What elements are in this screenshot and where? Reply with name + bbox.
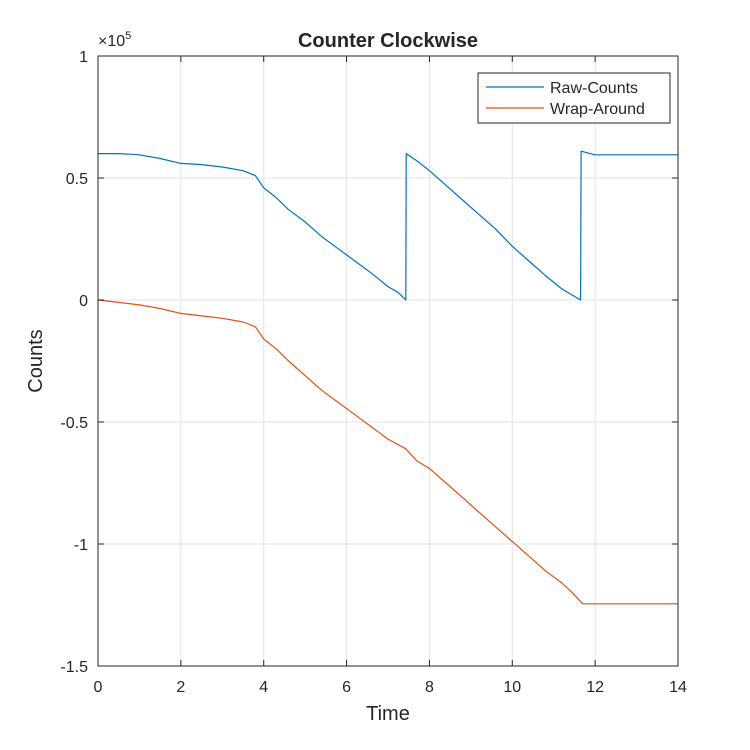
y-tick-label: 1 bbox=[79, 49, 88, 66]
series-line-wrap-around bbox=[97, 299, 678, 605]
y-tick-label: -1.5 bbox=[60, 659, 88, 676]
x-tick-label: 2 bbox=[176, 679, 185, 696]
legend-entry: Wrap-Around bbox=[550, 101, 645, 118]
x-tick-label: 14 bbox=[669, 679, 687, 696]
y-tick-label: -1 bbox=[74, 537, 88, 554]
plot-area bbox=[98, 56, 678, 666]
x-tick-label: 12 bbox=[586, 679, 604, 696]
legend-box bbox=[477, 72, 671, 124]
legend: Raw-Counts Wrap-Around bbox=[477, 72, 671, 124]
y-axis-label: Counts bbox=[25, 329, 47, 392]
axis-ticks: 0 2 4 6 8 10 12 14 -1.5 -1 -0.5 0 0.5 1 bbox=[60, 49, 687, 696]
x-tick-label: 10 bbox=[503, 679, 521, 696]
y-tick-label: 0 bbox=[79, 293, 88, 310]
chart-title: Counter Clockwise bbox=[298, 30, 478, 52]
y-tick-label: -0.5 bbox=[60, 415, 88, 432]
series-line-raw-counts bbox=[98, 150, 678, 301]
y-tick-label: 0.5 bbox=[66, 171, 88, 188]
axes-frame bbox=[97, 55, 679, 667]
x-tick-label: 4 bbox=[259, 679, 268, 696]
series-layer bbox=[97, 150, 678, 605]
y-exponent-power: 5 bbox=[125, 30, 131, 42]
x-tick-label: 0 bbox=[94, 679, 103, 696]
x-tick-label: 6 bbox=[342, 679, 351, 696]
y-exponent-base: ×10 bbox=[98, 33, 125, 50]
x-tick-label: 8 bbox=[425, 679, 434, 696]
y-exponent-label: ×105 bbox=[98, 30, 131, 50]
x-axis-label: Time bbox=[366, 703, 410, 725]
legend-entry: Raw-Counts bbox=[550, 80, 638, 97]
